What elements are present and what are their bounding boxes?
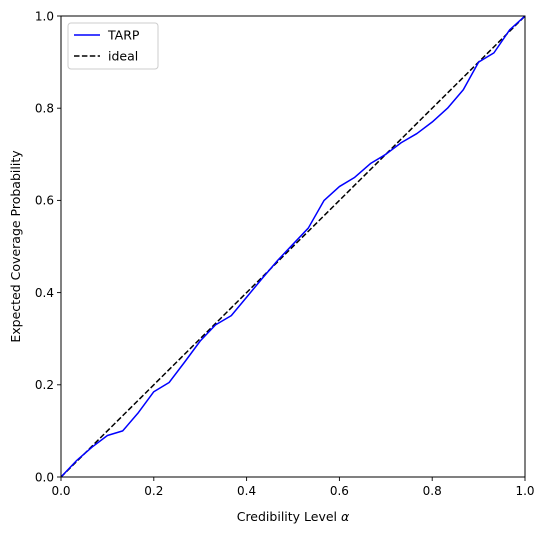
x-tick-label: 1.0: [515, 484, 534, 498]
x-tick-label: 0.0: [51, 484, 70, 498]
x-axis-label: Credibility Level α: [237, 509, 350, 524]
y-tick-label: 0.8: [35, 102, 54, 116]
y-tick-label: 1.0: [35, 9, 54, 23]
series-line-tarp: [61, 16, 525, 477]
x-axis-label-symbol: α: [341, 509, 350, 524]
legend-label-ideal: ideal: [108, 49, 138, 64]
x-axis-label-text: Credibility Level: [237, 509, 337, 524]
axis-ticks: 0.0 0.2 0.4 0.6 0.8 1.0 0.0 0.2 0.4 0.6 0.8 1.0: [35, 9, 535, 498]
x-tick-label: 0.2: [144, 484, 163, 498]
y-axis-label: Expected Coverage Probability: [8, 150, 23, 343]
y-tick-label: 0.2: [35, 378, 54, 392]
axes-frame: [60, 15, 526, 478]
y-tick-label: 0.0: [35, 470, 54, 484]
x-tick-label: 0.8: [423, 484, 442, 498]
x-tick-label: 0.6: [330, 484, 349, 498]
plot-area: [61, 16, 525, 477]
legend-label-tarp: TARP: [107, 28, 140, 43]
legend: TARP ideal: [67, 22, 159, 70]
x-tick-label: 0.4: [237, 484, 256, 498]
series-line-ideal: [61, 16, 525, 477]
y-tick-label: 0.4: [35, 286, 54, 300]
y-tick-label: 0.6: [35, 194, 54, 208]
